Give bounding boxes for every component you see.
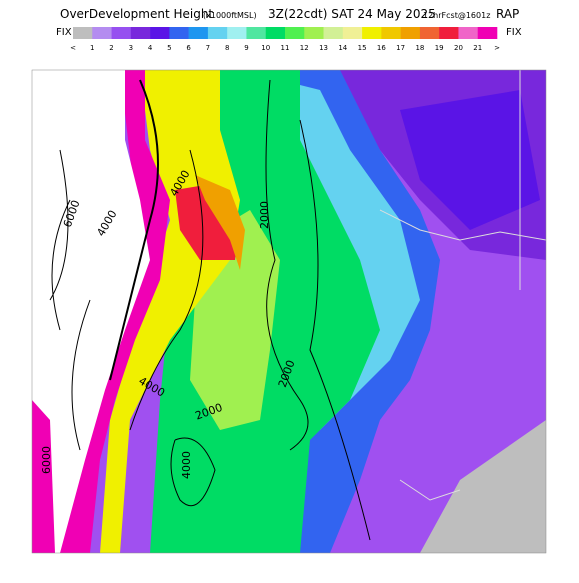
colorbar-tick: 8: [225, 44, 229, 52]
fix-right: FIX: [506, 27, 522, 38]
colorbar-tick: 16: [377, 44, 386, 52]
unit: (x1000ftMSL): [203, 11, 257, 20]
color-swatch: [458, 27, 479, 39]
colorbar-tick: 9: [244, 44, 248, 52]
colorbar-tick: <: [70, 44, 76, 52]
color-swatch: [265, 27, 286, 39]
color-swatch: [400, 27, 421, 39]
colorbar-tick: 20: [454, 44, 463, 52]
colorbar-tick: 10: [261, 44, 270, 52]
colorbar-tick: 17: [396, 44, 405, 52]
color-swatch: [439, 27, 459, 39]
colorbar: <1 2 3 4 5 6 7 8 9 10 11 12 13 14 15 16 17 18 19 20 21 >: [70, 27, 500, 52]
time: 3Z(22cdt) SAT 24 May 2025: [268, 7, 436, 21]
colorbar-tick: 15: [358, 44, 367, 52]
colorbar-tick: 2: [109, 44, 113, 52]
colorbar-tick: 19: [435, 44, 444, 52]
colorbar-tick: 21: [473, 44, 482, 52]
color-swatch: [207, 27, 228, 39]
color-swatch: [150, 27, 170, 39]
color-swatch: [323, 27, 344, 39]
color-swatch: [285, 27, 305, 39]
color-swatch: [304, 27, 324, 39]
colorbar-tick: 3: [129, 44, 133, 52]
color-swatch: [92, 27, 112, 39]
colorbar-tick: 4: [148, 44, 153, 52]
colorbar-tick: 13: [319, 44, 328, 52]
color-swatch: [111, 27, 132, 39]
colorbar-tick: 5: [167, 44, 171, 52]
colorbar-tick: 1: [90, 44, 94, 52]
color-swatch: [227, 27, 247, 39]
color-swatch: [381, 27, 401, 39]
color-swatch: [130, 27, 151, 39]
contour-label: 2000: [258, 201, 271, 229]
fix-left: FIX: [56, 27, 72, 38]
model: RAP: [496, 7, 519, 21]
color-swatch: [477, 27, 498, 39]
colorbar-tick: 18: [415, 44, 424, 52]
colorbar-tick: 6: [186, 44, 191, 52]
colorbar-tick: 12: [300, 44, 309, 52]
title: OverDevelopment Height: [60, 7, 213, 21]
colorbar-tick: 11: [281, 44, 290, 52]
run: 12hrFcst@1601z: [423, 11, 490, 20]
colorbar-tick: 14: [338, 44, 347, 52]
colorbar-tick: 7: [206, 44, 210, 52]
color-swatch: [73, 27, 93, 39]
color-swatch: [188, 27, 209, 39]
color-swatch: [342, 27, 363, 39]
color-swatch: [169, 27, 189, 39]
color-swatch: [419, 27, 440, 39]
color-swatch: [362, 27, 382, 39]
contour-label: 6000: [40, 446, 53, 474]
color-swatch: [246, 27, 267, 39]
colorbar-tick: >: [494, 44, 500, 52]
contour-label: 4000: [180, 451, 193, 479]
